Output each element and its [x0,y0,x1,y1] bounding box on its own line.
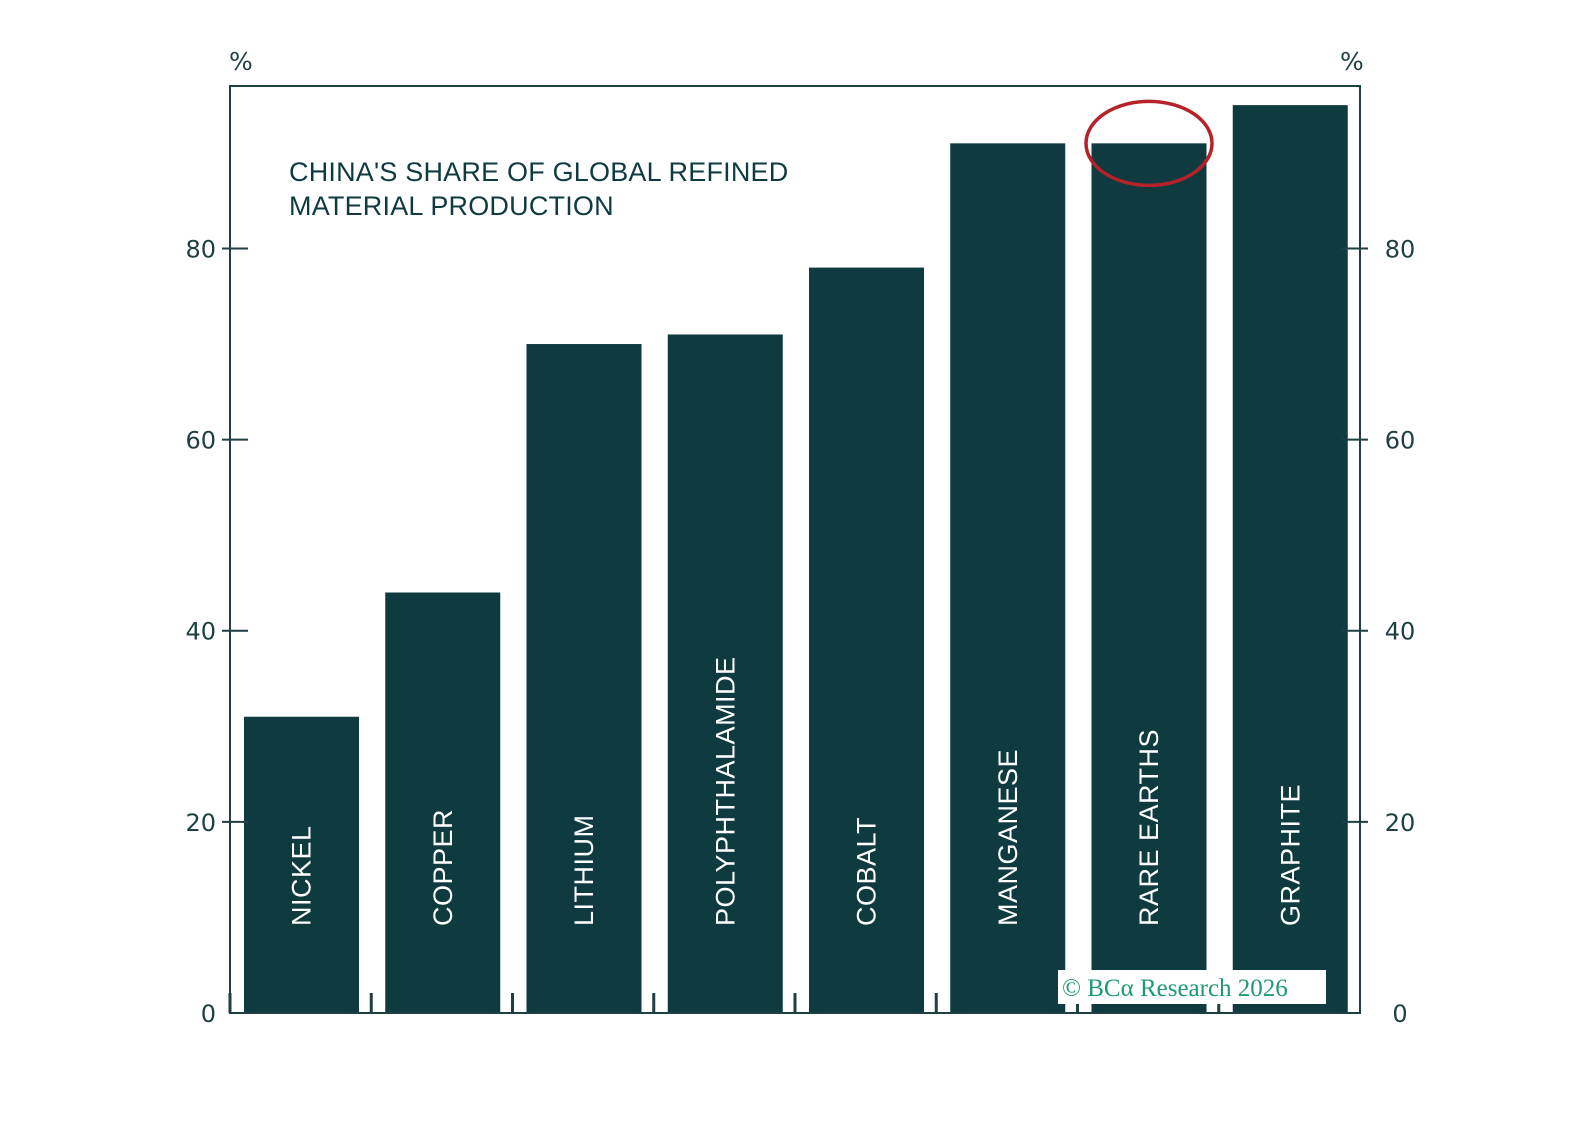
source-box [1058,970,1326,1004]
category-label-nickel: NICKEL [287,825,317,926]
category-label-lithium: LITHIUM [569,815,599,927]
y-tick-label-right: 80 [1385,235,1416,263]
category-label-copper: COPPER [428,809,458,926]
bar-copper [385,592,501,1013]
bar-polyphthalamide [667,334,783,1013]
y-tick-label-right: 0 [1392,1000,1407,1028]
bar-nickel [244,716,359,1013]
chart-title: CHINA'S SHARE OF GLOBAL REFINED MATERIAL… [289,157,796,221]
y-tick-label-left: 40 [185,618,216,646]
bars-group [244,105,1348,1014]
bar-lithium [526,344,642,1014]
category-label-rare-earths: RARE EARTHS [1134,729,1164,926]
category-label-cobalt: COBALT [852,817,882,926]
y-tick-label-right: 40 [1385,618,1416,646]
source-label: © BCα Research 2026 [1062,975,1288,1002]
category-label-polyphthalamide: POLYPHTHALAMIDE [710,656,740,926]
bar-cobalt [809,267,924,1013]
category-label-manganese: MANGANESE [993,749,1023,926]
y-tick-label-left: 0 [201,1000,216,1028]
bar-manganese [950,143,1066,1013]
category-label-graphite: GRAPHITE [1275,784,1305,926]
chart-title-line-1: CHINA'S SHARE OF GLOBAL REFINED [289,157,788,187]
bar-rare-earths [1091,143,1207,1013]
y-tick-label-left: 80 [185,235,216,263]
y-tick-label-right: 60 [1385,427,1416,455]
chart-title-line-2: MATERIAL PRODUCTION [289,191,614,221]
highlight-circle [1084,99,1214,188]
left-axis-unit: % [229,47,253,76]
right-axis-unit: % [1340,47,1364,76]
y-tick-label-left: 60 [185,427,216,455]
y-tick-label-right: 20 [1385,809,1416,837]
y-axis-ticks-group: 0 0 20 20 40 40 60 60 80 80 [185,235,1415,1028]
category-labels-group: NICKEL COPPER LITHIUM POLYPHTHALAMIDE COBALT… [287,656,1306,926]
bar-graphite [1232,105,1348,1013]
y-tick-label-left: 20 [185,809,216,837]
